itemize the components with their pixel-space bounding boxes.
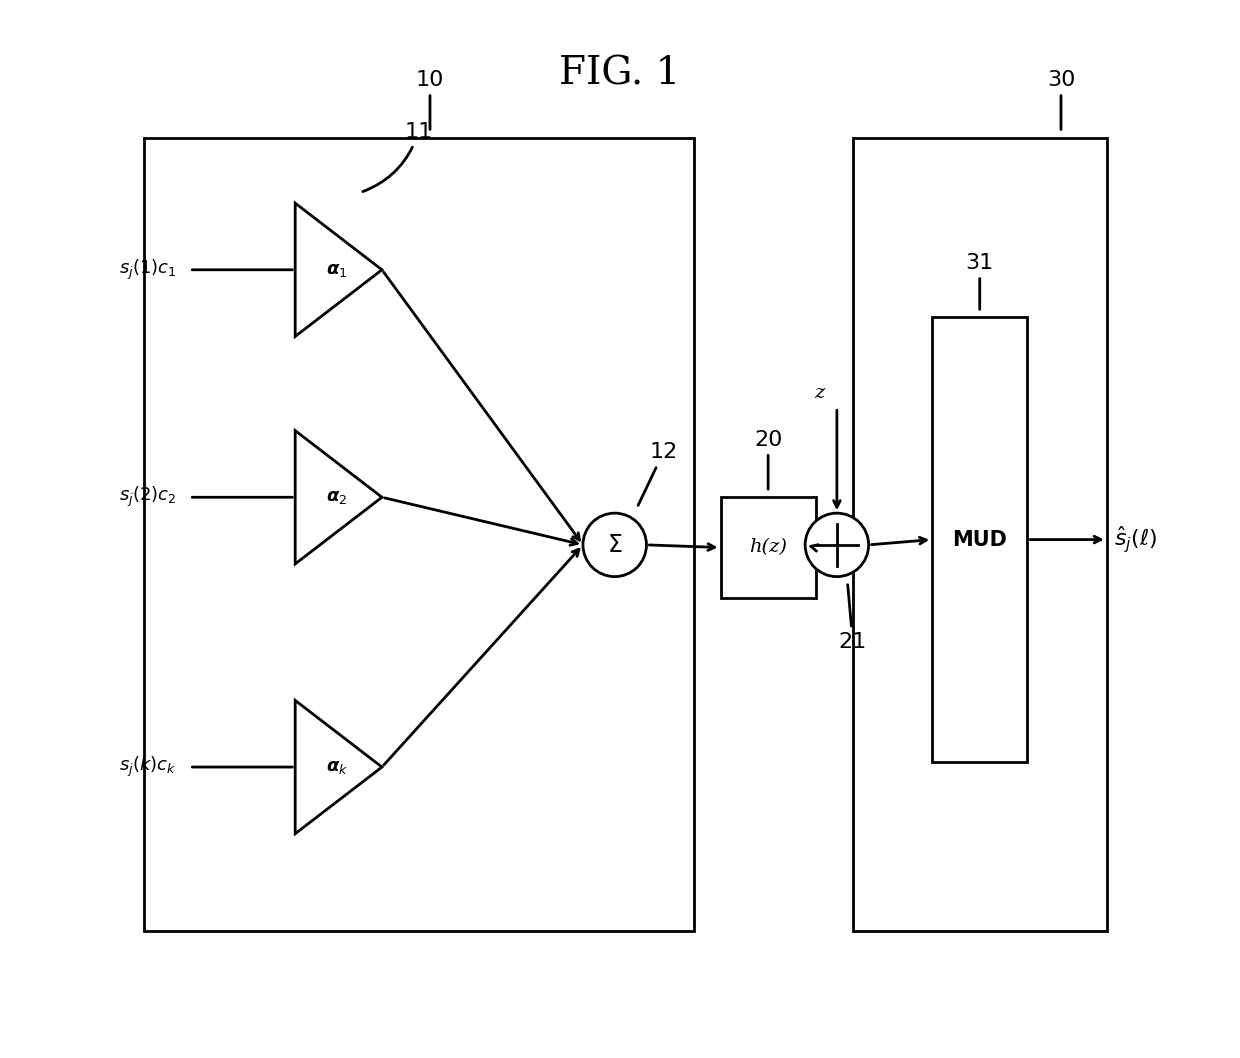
Polygon shape — [295, 431, 382, 564]
Text: FIG. 1: FIG. 1 — [559, 56, 681, 92]
Text: $\Sigma$: $\Sigma$ — [606, 533, 622, 557]
Text: 31: 31 — [966, 253, 993, 309]
FancyBboxPatch shape — [144, 138, 694, 931]
Polygon shape — [295, 203, 382, 336]
Text: 10: 10 — [415, 70, 444, 129]
Text: h(z): h(z) — [749, 539, 787, 557]
Text: $\boldsymbol{\alpha}$$_{1}$: $\boldsymbol{\alpha}$$_{1}$ — [326, 260, 347, 279]
Text: $\hat{s}_j(\ell)$: $\hat{s}_j(\ell)$ — [1114, 525, 1157, 554]
Text: $\boldsymbol{\alpha}$$_{k}$: $\boldsymbol{\alpha}$$_{k}$ — [326, 758, 348, 777]
Text: MUD: MUD — [952, 530, 1007, 549]
Text: 11: 11 — [363, 122, 433, 191]
Text: $\boldsymbol{\alpha}$$_{2}$: $\boldsymbol{\alpha}$$_{2}$ — [326, 488, 347, 507]
Text: 21: 21 — [838, 585, 867, 652]
Text: $s_j(2)c_2$: $s_j(2)c_2$ — [119, 486, 176, 509]
Polygon shape — [295, 700, 382, 834]
Text: 12: 12 — [639, 442, 677, 506]
Text: 30: 30 — [1047, 70, 1075, 129]
Circle shape — [583, 513, 646, 577]
FancyBboxPatch shape — [932, 317, 1027, 762]
Text: $s_j(1)c_1$: $s_j(1)c_1$ — [119, 258, 176, 281]
Text: 20: 20 — [754, 430, 782, 489]
Circle shape — [805, 513, 869, 577]
FancyBboxPatch shape — [853, 138, 1106, 931]
Text: $s_j(k)c_k$: $s_j(k)c_k$ — [119, 755, 176, 779]
FancyBboxPatch shape — [720, 497, 816, 598]
Text: z: z — [813, 384, 825, 402]
